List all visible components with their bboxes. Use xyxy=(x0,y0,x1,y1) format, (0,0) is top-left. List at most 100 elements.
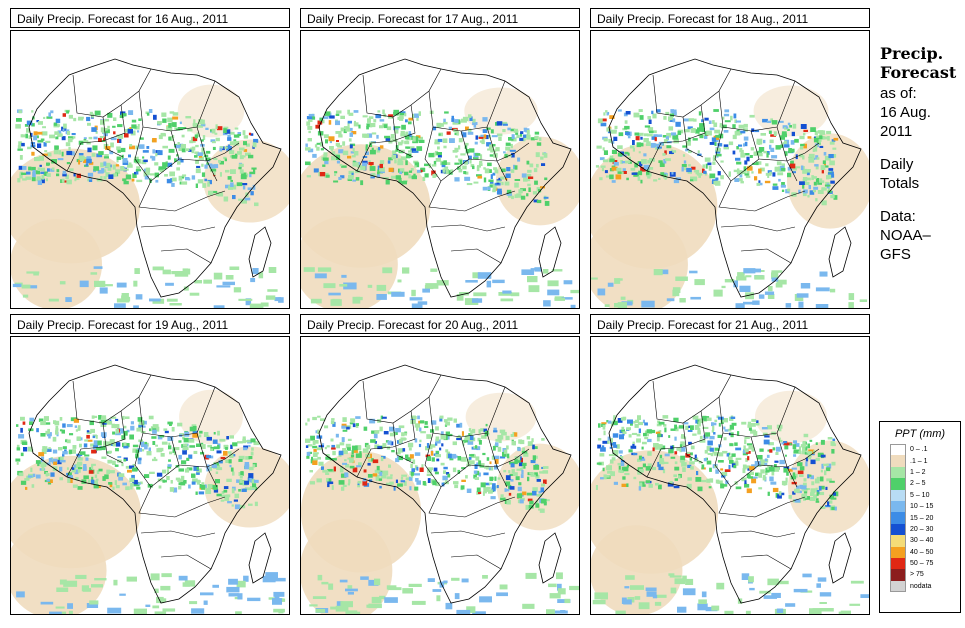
precip-cell xyxy=(228,578,238,585)
precip-cell xyxy=(178,575,188,581)
precip-cell xyxy=(763,150,767,154)
precip-cell xyxy=(638,428,641,434)
precip-cell xyxy=(711,605,720,611)
precip-cell xyxy=(212,190,218,194)
precip-cell xyxy=(731,453,736,457)
legend-label: 0 – .1 xyxy=(910,446,928,454)
precip-cell xyxy=(504,181,510,186)
precip-cell xyxy=(675,426,679,432)
precip-cell xyxy=(173,487,178,493)
precip-cell xyxy=(769,476,774,482)
precip-cell xyxy=(143,425,146,428)
precip-cell xyxy=(242,436,246,441)
precip-cell xyxy=(41,449,47,454)
precip-cell xyxy=(181,134,185,138)
data-source-1: NOAA– xyxy=(880,227,931,244)
precip-cell xyxy=(238,298,253,301)
precip-cell xyxy=(793,588,808,593)
precip-cell xyxy=(765,172,772,176)
precip-cell xyxy=(636,433,641,437)
precip-cell xyxy=(505,475,511,481)
precip-cell xyxy=(457,456,462,461)
precip-cell xyxy=(129,434,134,440)
precip-cell xyxy=(640,167,646,172)
precip-cell xyxy=(454,162,460,165)
precip-cell xyxy=(486,280,492,288)
precip-cell xyxy=(652,113,657,119)
precip-cell xyxy=(461,131,464,136)
precip-cell xyxy=(214,132,218,135)
precip-cell xyxy=(609,155,614,159)
precip-cell xyxy=(332,450,336,456)
precip-cell xyxy=(107,607,122,614)
precip-cell xyxy=(65,297,72,302)
precip-cell xyxy=(443,470,447,474)
precip-cell xyxy=(530,268,538,271)
precip-cell xyxy=(219,172,222,177)
precip-cell xyxy=(456,435,462,440)
precip-cell xyxy=(674,424,677,430)
precip-cell xyxy=(90,272,98,275)
precip-cell xyxy=(692,138,698,141)
precip-cell xyxy=(108,482,113,485)
precip-cell xyxy=(691,166,696,170)
precip-cell xyxy=(355,445,361,451)
precip-cell xyxy=(530,137,535,141)
precip-cell xyxy=(675,177,681,181)
precip-cell xyxy=(373,119,377,123)
precip-cell xyxy=(210,139,216,143)
precip-cell xyxy=(215,193,222,196)
precip-cell xyxy=(47,152,52,157)
precip-cell xyxy=(340,601,353,608)
precip-cell xyxy=(226,478,232,482)
precip-cell xyxy=(804,496,810,500)
precip-cell xyxy=(79,280,89,288)
precip-cell xyxy=(472,165,475,170)
precip-cell xyxy=(315,608,326,613)
precip-cell xyxy=(783,468,788,473)
precip-cell xyxy=(251,447,254,451)
precip-cell xyxy=(171,427,175,432)
precip-cell xyxy=(607,436,611,442)
precip-cell xyxy=(716,153,722,157)
precip-cell xyxy=(534,267,542,272)
precip-cell xyxy=(828,168,834,171)
precip-cell xyxy=(214,479,220,484)
precip-cell xyxy=(66,467,69,470)
precip-cell xyxy=(339,442,345,446)
precip-cell xyxy=(205,157,211,161)
precip-cell xyxy=(442,121,448,125)
precip-cell xyxy=(327,483,330,488)
precip-cell xyxy=(637,471,643,475)
precip-cell xyxy=(123,442,127,446)
precip-cell xyxy=(371,132,377,135)
coastline xyxy=(538,532,562,584)
precip-cell xyxy=(748,445,754,450)
precip-cell xyxy=(438,132,443,137)
precip-cell xyxy=(67,478,71,483)
precip-cell xyxy=(673,138,679,144)
precip-cell xyxy=(734,119,737,124)
precip-cell xyxy=(715,147,721,152)
precip-cell xyxy=(346,426,350,430)
precip-cell xyxy=(715,180,721,186)
precip-cell xyxy=(480,428,484,432)
precip-cell xyxy=(831,461,836,466)
precip-cell xyxy=(762,432,768,437)
precip-cell xyxy=(735,457,742,460)
precip-cell xyxy=(666,145,672,149)
precip-cell xyxy=(760,133,766,136)
precip-cell xyxy=(479,154,483,160)
precip-cell xyxy=(367,462,371,466)
precip-cell xyxy=(665,111,670,115)
precip-cell xyxy=(216,285,231,288)
precip-cell xyxy=(436,595,441,602)
precip-cell xyxy=(776,161,782,166)
precip-cell xyxy=(197,179,204,184)
precip-cell xyxy=(233,184,237,190)
precip-cell xyxy=(400,437,406,441)
precip-cell xyxy=(536,199,542,204)
precip-cell xyxy=(460,153,466,156)
precip-cell xyxy=(331,418,335,421)
